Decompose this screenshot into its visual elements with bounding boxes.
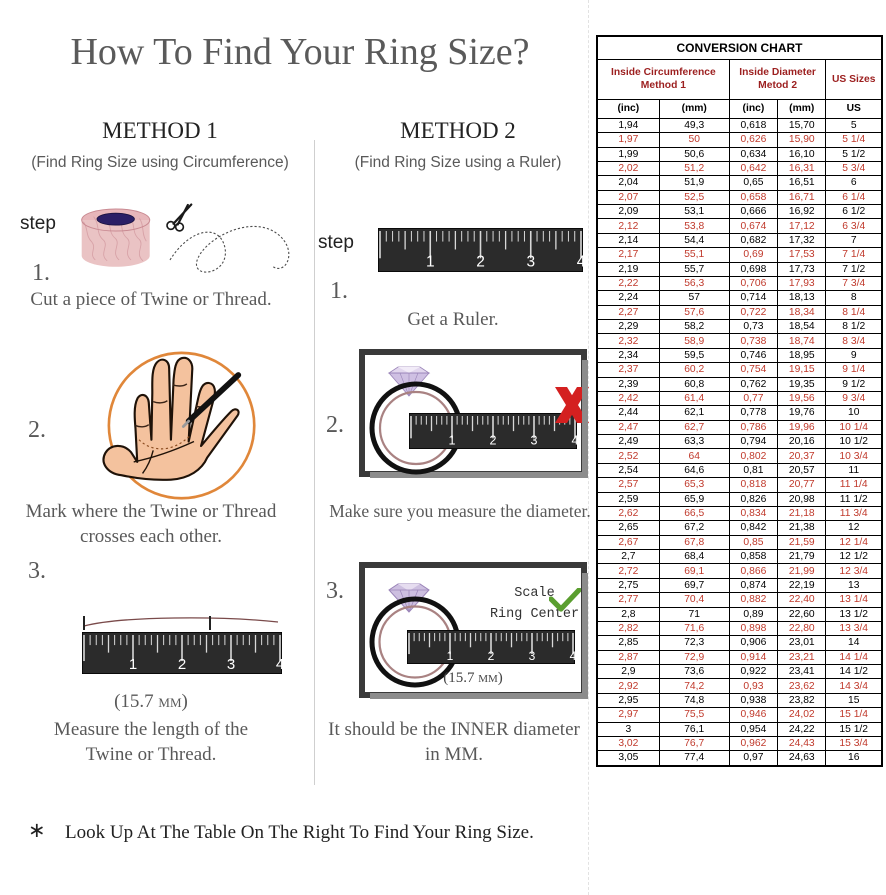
svg-text:3: 3 xyxy=(531,434,538,448)
svg-text:3: 3 xyxy=(227,656,235,673)
svg-text:1: 1 xyxy=(449,434,456,448)
svg-text:1: 1 xyxy=(426,254,435,271)
svg-text:4: 4 xyxy=(570,649,575,663)
svg-text:3: 3 xyxy=(529,649,536,663)
svg-text:4: 4 xyxy=(577,254,583,271)
svg-text:2: 2 xyxy=(178,656,186,673)
svg-text:2: 2 xyxy=(476,254,485,271)
svg-text:4: 4 xyxy=(276,656,282,673)
svg-text:2: 2 xyxy=(490,434,497,448)
svg-text:4: 4 xyxy=(572,434,577,448)
svg-text:1: 1 xyxy=(129,656,137,673)
svg-text:2: 2 xyxy=(488,649,495,663)
svg-text:1: 1 xyxy=(447,649,454,663)
svg-text:3: 3 xyxy=(526,254,535,271)
